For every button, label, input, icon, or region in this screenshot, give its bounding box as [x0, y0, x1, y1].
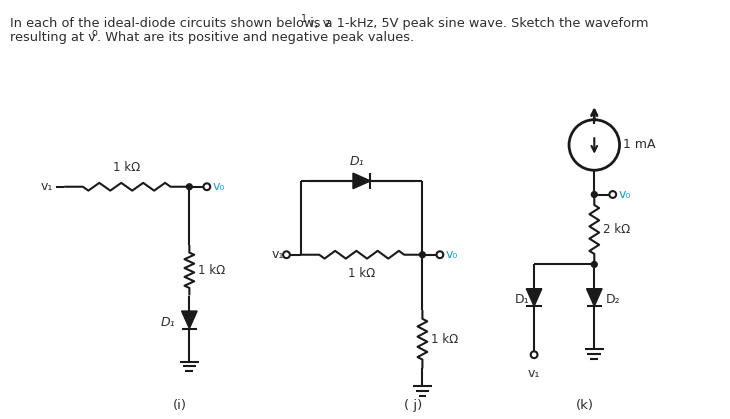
Text: 1 kΩ: 1 kΩ	[348, 267, 375, 280]
Text: ( j): ( j)	[404, 399, 422, 412]
Circle shape	[186, 184, 192, 190]
Circle shape	[591, 191, 597, 197]
Text: (i): (i)	[173, 399, 187, 412]
Text: v₁: v₁	[528, 367, 540, 380]
Text: resulting at v: resulting at v	[9, 31, 96, 44]
Circle shape	[591, 261, 597, 267]
Text: 1 kΩ: 1 kΩ	[113, 161, 140, 174]
Polygon shape	[526, 289, 542, 306]
Text: 1 kΩ: 1 kΩ	[431, 333, 458, 346]
Text: D₁: D₁	[161, 316, 176, 329]
Text: v₁: v₁	[41, 180, 53, 193]
Text: v₀: v₀	[446, 248, 458, 261]
Text: is a 1-kHz, 5V peak sine wave. Sketch the waveform: is a 1-kHz, 5V peak sine wave. Sketch th…	[306, 17, 648, 30]
Text: 1 mA: 1 mA	[623, 139, 656, 152]
Text: 1 kΩ: 1 kΩ	[198, 264, 226, 277]
Text: v₀: v₀	[212, 180, 225, 193]
Text: 2 kΩ: 2 kΩ	[603, 223, 630, 236]
Text: o: o	[91, 28, 97, 39]
Polygon shape	[586, 289, 602, 306]
Text: . What are its positive and negative peak values.: . What are its positive and negative pea…	[97, 31, 414, 44]
Text: D₂: D₂	[606, 293, 620, 306]
Polygon shape	[182, 311, 197, 328]
Text: D₁: D₁	[515, 293, 529, 306]
Text: (k): (k)	[575, 399, 593, 412]
Polygon shape	[353, 173, 370, 189]
Text: 1: 1	[301, 14, 307, 24]
Circle shape	[420, 252, 426, 258]
Text: D₁: D₁	[350, 155, 364, 168]
Text: v₁: v₁	[271, 248, 283, 261]
Text: In each of the ideal-diode circuits shown below, v: In each of the ideal-diode circuits show…	[9, 17, 330, 30]
Text: v₀: v₀	[618, 188, 631, 201]
